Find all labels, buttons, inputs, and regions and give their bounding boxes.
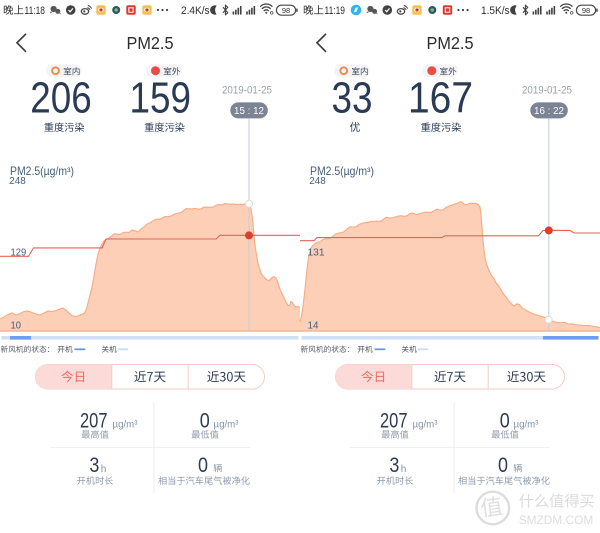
svg-text:206: 206 — [30, 75, 92, 123]
svg-text:131: 131 — [308, 247, 325, 258]
svg-text:10: 10 — [11, 320, 22, 331]
svg-text:SMZDM.COM: SMZDM.COM — [519, 513, 594, 527]
svg-text:207: 207 — [80, 410, 108, 433]
svg-text:248: 248 — [9, 176, 26, 187]
svg-text:248: 248 — [309, 176, 326, 187]
svg-text:µg/m³: µg/m³ — [514, 420, 540, 431]
svg-text:0: 0 — [200, 410, 210, 433]
svg-text:159: 159 — [130, 75, 192, 123]
svg-text:2019-01-25: 2019-01-25 — [222, 85, 272, 97]
svg-text:2.4K/s: 2.4K/s — [181, 5, 210, 17]
svg-text:1.5K/s: 1.5K/s — [481, 5, 510, 17]
svg-text:11:18: 11:18 — [25, 5, 46, 17]
svg-text:3: 3 — [389, 454, 399, 477]
svg-text:207: 207 — [380, 410, 408, 433]
svg-text:14: 14 — [308, 320, 319, 331]
svg-text:µg/m³: µg/m³ — [214, 420, 240, 431]
svg-text:129: 129 — [11, 247, 27, 258]
svg-text:h: h — [401, 464, 407, 475]
svg-text:h: h — [101, 464, 107, 475]
svg-text:33: 33 — [332, 75, 373, 123]
svg-text:98: 98 — [282, 6, 290, 15]
svg-text:0: 0 — [500, 410, 510, 433]
svg-text:0: 0 — [498, 454, 508, 477]
svg-text:167: 167 — [408, 75, 473, 123]
svg-text:0: 0 — [198, 454, 208, 477]
svg-text:PM2.5(µg/m³): PM2.5(µg/m³) — [10, 165, 74, 178]
svg-text:98: 98 — [582, 6, 590, 15]
svg-text:3: 3 — [89, 454, 99, 477]
svg-text:15 : 12: 15 : 12 — [234, 106, 264, 117]
svg-text:11:19: 11:19 — [325, 5, 346, 17]
svg-text:PM2.5: PM2.5 — [127, 33, 174, 53]
svg-text:2019-01-25: 2019-01-25 — [522, 85, 572, 97]
svg-text:PM2.5(µg/m³): PM2.5(µg/m³) — [310, 165, 374, 178]
svg-text:PM2.5: PM2.5 — [427, 33, 474, 53]
svg-text:µg/m³: µg/m³ — [113, 420, 139, 431]
svg-text:µg/m³: µg/m³ — [413, 420, 439, 431]
svg-text:16 : 22: 16 : 22 — [534, 106, 564, 117]
